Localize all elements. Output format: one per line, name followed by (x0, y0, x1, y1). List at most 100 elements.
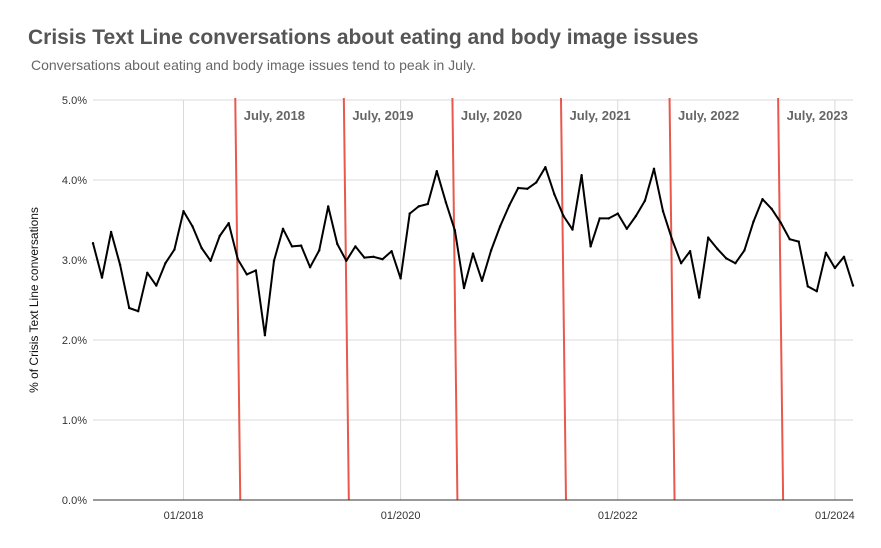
y-axis-ticks: 0.0% 1.0% 2.0% 3.0% 4.0% 5.0% (62, 95, 87, 507)
data-point (462, 286, 466, 290)
y-tick-label: 3.0% (62, 255, 87, 267)
data-point (146, 271, 149, 274)
july-marker-label: July, 2020 (461, 108, 522, 123)
data-point (716, 247, 719, 250)
data-point (164, 262, 167, 265)
data-point (833, 266, 837, 270)
data-point (182, 210, 185, 213)
july-marker-line (559, 97, 567, 501)
data-point (227, 222, 230, 225)
data-point (100, 276, 104, 279)
data-point (508, 204, 511, 207)
data-point (707, 236, 710, 239)
data-point (688, 250, 692, 253)
chart-subtitle: Conversations about eating and body imag… (31, 57, 476, 73)
data-point (788, 238, 791, 241)
data-point (562, 214, 565, 218)
data-point (272, 259, 276, 262)
data-point (824, 251, 828, 254)
data-point (535, 181, 538, 184)
data-point (517, 186, 520, 190)
data-point (444, 201, 448, 204)
july-marker-line (234, 97, 242, 501)
data-point (109, 230, 113, 234)
data-point (851, 284, 855, 287)
y-tick-label: 4.0% (62, 175, 87, 187)
data-point (417, 205, 420, 208)
data-point (137, 310, 140, 313)
chart-title: Crisis Text Line conversations about eat… (28, 26, 699, 49)
data-point (336, 242, 339, 246)
data-point (435, 170, 438, 173)
y-tick-label: 0.0% (62, 495, 87, 507)
data-point (91, 242, 95, 245)
july-marker-line (342, 97, 350, 501)
data-point (625, 227, 628, 230)
july-marker-label: July, 2018 (244, 108, 305, 123)
y-axis-label: % of Crisis Text Line conversations (27, 207, 41, 393)
x-tick-label: 01/2022 (598, 510, 638, 522)
data-point (155, 284, 158, 287)
x-axis-ticks: 01/2018 01/2020 01/2022 01/2024 (164, 510, 855, 522)
data-point (571, 228, 574, 231)
data-point (263, 334, 267, 337)
data-point (743, 249, 746, 252)
data-point (363, 256, 366, 259)
data-point (408, 212, 411, 215)
data-point (308, 266, 312, 269)
data-point (779, 221, 782, 224)
july-marker-line (777, 97, 785, 501)
data-point (661, 210, 665, 213)
data-point (218, 234, 221, 238)
data-point (327, 205, 330, 208)
july-marker-label: July, 2023 (787, 108, 848, 123)
data-point (354, 245, 357, 248)
data-point (698, 296, 701, 299)
data-point (607, 217, 610, 220)
data-point (616, 212, 619, 215)
data-point (290, 245, 294, 248)
data-point (797, 240, 800, 243)
series-layer (91, 166, 855, 337)
data-point (589, 245, 592, 248)
x-tick-label: 01/2018 (164, 510, 204, 522)
data-point (318, 249, 321, 252)
data-point (191, 225, 194, 228)
data-point (670, 238, 674, 241)
july-marker-line (451, 97, 459, 501)
data-point (643, 199, 647, 202)
data-point (544, 166, 547, 169)
data-point (761, 198, 764, 201)
x-tick-label: 01/2020 (381, 510, 421, 522)
data-point (209, 259, 212, 262)
data-point (345, 259, 348, 262)
data-point (842, 255, 846, 258)
y-tick-label: 2.0% (62, 335, 87, 347)
data-point (299, 244, 303, 247)
data-point (254, 269, 258, 272)
data-point (128, 306, 131, 310)
july-marker-label: July, 2019 (352, 108, 413, 123)
data-point (281, 227, 285, 230)
data-point (526, 187, 529, 190)
data-point (372, 255, 375, 258)
data-point (390, 250, 393, 253)
data-point (553, 193, 556, 196)
data-point (480, 279, 484, 282)
data-point (471, 252, 475, 255)
july-markers: July, 2018 July, 2019 July, 2020 July, 2021… (234, 97, 848, 501)
data-point (118, 263, 122, 266)
july-marker-label: July, 2022 (678, 108, 739, 123)
data-point (426, 202, 429, 206)
x-tick-label: 01/2024 (815, 510, 855, 522)
data-point (806, 285, 809, 288)
data-point (598, 217, 601, 220)
data-point (173, 248, 176, 251)
data-point (770, 207, 773, 210)
data-point (200, 246, 203, 250)
data-point (634, 214, 638, 218)
data-point (815, 290, 818, 293)
data-point (453, 229, 457, 232)
july-marker-line (668, 97, 676, 501)
